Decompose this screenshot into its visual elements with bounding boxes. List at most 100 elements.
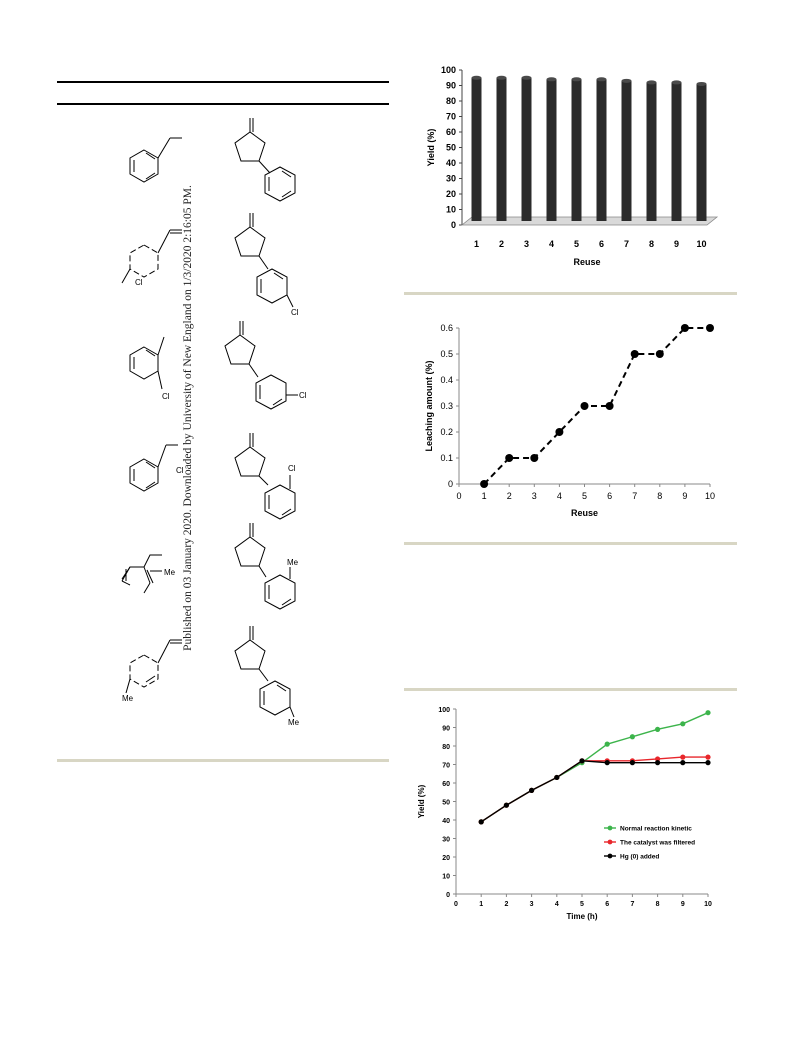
x-tick-label: 4 xyxy=(555,901,559,908)
figure-separator-3 xyxy=(404,688,737,691)
x-tick-label: 7 xyxy=(630,901,634,908)
bar-4 xyxy=(546,79,557,221)
leaching-point-1 xyxy=(480,480,489,488)
leaching-point-2 xyxy=(505,454,514,462)
y-tick-label: 80 xyxy=(446,96,456,106)
x-tick-label: 3 xyxy=(524,239,529,249)
series-0-point-6 xyxy=(604,741,610,747)
chemical-structures: Cl Cl Cl Me Me Cl Cl Cl Me Me xyxy=(121,118,307,727)
product-6 xyxy=(234,626,295,718)
y-axis-label: Yield (%) xyxy=(417,784,426,818)
label-cl-product-3: Cl xyxy=(299,391,307,400)
table-header-rule xyxy=(57,103,389,105)
x-axis-label: Time (h) xyxy=(567,912,598,921)
bar-top-1 xyxy=(471,75,482,80)
substrate-6 xyxy=(125,639,182,694)
bar-5 xyxy=(571,79,582,221)
x-tick-label: 6 xyxy=(599,239,604,249)
series-2-point-7 xyxy=(629,760,635,766)
bar-top-4 xyxy=(546,77,557,82)
bar-8 xyxy=(646,82,657,222)
x-tick-label: 1 xyxy=(474,239,479,249)
bar-top-8 xyxy=(646,80,657,85)
bar-top-2 xyxy=(496,75,507,80)
bar-2 xyxy=(496,77,507,221)
y-tick-label: 0.3 xyxy=(440,401,453,411)
y-axis-label: Yield (%) xyxy=(426,129,436,167)
series-2-point-2 xyxy=(503,802,509,808)
y-tick-label: 0.5 xyxy=(440,349,453,359)
x-tick-label: 9 xyxy=(682,491,687,501)
table-bottom-rule xyxy=(57,759,389,762)
bar-3 xyxy=(521,77,532,221)
bar-top-7 xyxy=(621,78,632,83)
x-tick-label: 8 xyxy=(649,239,654,249)
x-tick-label: 0 xyxy=(456,491,461,501)
bar-top-3 xyxy=(521,75,532,80)
label-cl-product-2: Cl xyxy=(291,308,299,317)
y-tick-label: 10 xyxy=(442,874,450,881)
x-tick-label: 7 xyxy=(632,491,637,501)
y-tick-label: 0.2 xyxy=(440,427,453,437)
table-top-rule xyxy=(57,81,389,83)
substrate-2 xyxy=(121,229,182,284)
series-line-1 xyxy=(480,756,708,823)
series-1-point-8 xyxy=(655,756,661,762)
series-2-point-9 xyxy=(680,760,686,766)
y-tick-label: 100 xyxy=(438,707,450,714)
legend-marker-1 xyxy=(607,839,613,845)
series-2-point-4 xyxy=(554,774,560,781)
leaching-line-chart: 0 0.1 0.2 0.3 0.4 0.5 0.6 0 1 2 3 4 5 6 7 8 9 10 Reuse Leac… xyxy=(424,323,715,518)
series-0-point-7 xyxy=(629,734,635,740)
y-tick-label: 30 xyxy=(446,174,456,184)
substrate-5 xyxy=(121,554,162,594)
x-tick-label: 10 xyxy=(704,901,712,908)
x-tick-label: 10 xyxy=(696,239,706,249)
x-tick-label: 5 xyxy=(582,491,587,501)
series-1-point-10 xyxy=(705,754,711,760)
label-me-substrate-6: Me xyxy=(122,694,134,703)
series-2-point-6 xyxy=(604,760,610,766)
y-tick-label: 90 xyxy=(446,81,456,91)
series-0-point-9 xyxy=(680,721,686,727)
x-axis-label: Reuse xyxy=(573,257,600,267)
x-tick-label: 9 xyxy=(674,239,679,249)
bar-1 xyxy=(471,77,482,221)
x-tick-label: 4 xyxy=(549,239,554,249)
legend-marker-2 xyxy=(607,853,613,859)
y-tick-label: 50 xyxy=(446,143,456,153)
label-cl-product-4: Cl xyxy=(288,464,296,473)
y-tick-label: 80 xyxy=(442,744,450,751)
legend-marker-0 xyxy=(607,825,613,831)
bar-9 xyxy=(671,82,682,222)
product-1 xyxy=(234,118,296,202)
x-tick-label: 1 xyxy=(479,901,483,908)
x-tick-label: 5 xyxy=(574,239,579,249)
bar-6 xyxy=(596,79,607,221)
y-tick-label: 0.1 xyxy=(440,453,453,463)
label-me-product-6: Me xyxy=(288,718,300,727)
x-tick-label: 4 xyxy=(557,491,562,501)
product-3 xyxy=(224,321,298,410)
substrate-1 xyxy=(129,137,182,183)
series-0-point-10 xyxy=(705,710,711,716)
y-tick-label: 0 xyxy=(446,892,450,899)
legend-label-2: Hg (0) added xyxy=(620,854,659,861)
bar-top-9 xyxy=(671,80,682,85)
y-tick-label: 100 xyxy=(441,65,456,75)
series-1-point-9 xyxy=(680,754,686,760)
x-tick-label: 3 xyxy=(530,901,534,908)
y-tick-label: 70 xyxy=(446,112,456,122)
substrate-3 xyxy=(129,336,165,390)
bar-top-10 xyxy=(696,81,707,86)
y-tick-label: 40 xyxy=(442,818,450,825)
y-tick-label: 20 xyxy=(446,189,456,199)
y-tick-label: 0 xyxy=(451,220,456,230)
y-tick-label: 50 xyxy=(442,800,450,807)
leaching-point-8 xyxy=(655,350,664,358)
figure-separator-2 xyxy=(404,542,737,545)
leaching-point-5 xyxy=(580,402,589,410)
y-tick-label: 30 xyxy=(442,837,450,844)
label-cl-substrate-4: Cl xyxy=(176,466,184,475)
y-tick-label: 70 xyxy=(442,763,450,770)
